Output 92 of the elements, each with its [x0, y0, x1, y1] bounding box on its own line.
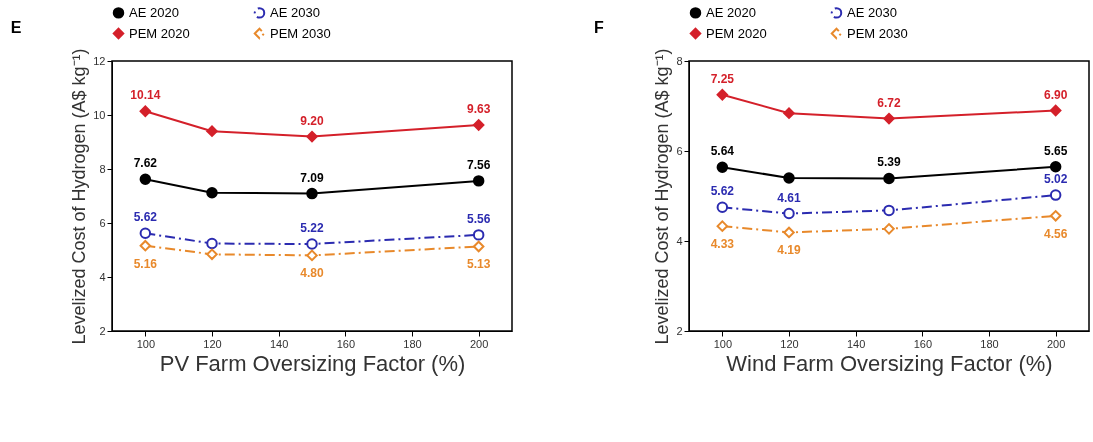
data-label: 5.16: [133, 256, 158, 271]
point: [139, 227, 152, 239]
data-label: 4.56: [1043, 226, 1068, 241]
data-label: 7.25: [710, 71, 735, 86]
point: [306, 130, 318, 143]
point: [472, 175, 485, 187]
data-label: 5.39: [877, 155, 901, 170]
x-tick-label: 160: [913, 337, 933, 350]
data-label: 5.56: [466, 211, 491, 226]
data-label: 9.20: [300, 113, 324, 128]
y-tick-label: 12: [93, 54, 106, 67]
legend-label: PEM 2030: [847, 25, 908, 41]
point: [139, 173, 152, 185]
data-label: 7.62: [133, 156, 158, 171]
legend-label: AE 2030: [847, 4, 897, 20]
point: [883, 204, 895, 217]
point: [139, 239, 152, 252]
data-label: 9.63: [466, 101, 491, 116]
x-tick-label: 120: [203, 337, 222, 350]
point: [783, 207, 795, 220]
point: [306, 238, 318, 250]
point: [472, 240, 485, 253]
point: [206, 237, 218, 250]
x-axis-title: PV Farm Oversizing Factor (%): [159, 350, 466, 376]
y-tick-label: 2: [99, 324, 106, 337]
data-label: 6.72: [877, 95, 901, 110]
point: [883, 112, 895, 125]
x-tick-label: 100: [136, 337, 156, 350]
data-label: 4.19: [777, 243, 801, 258]
data-label: 6.90: [1043, 87, 1068, 102]
point: [1049, 189, 1062, 201]
point: [306, 187, 318, 200]
legend-label: PEM 2020: [706, 25, 767, 41]
point: [883, 172, 895, 185]
data-label: 5.64: [710, 144, 735, 159]
legend-label: AE 2020: [129, 4, 179, 20]
x-tick-label: 200: [1046, 337, 1066, 350]
point: [472, 119, 485, 131]
point: [783, 226, 795, 239]
point: [206, 187, 218, 199]
data-label: 7.09: [300, 170, 324, 185]
annotation: 5.62: [710, 184, 735, 199]
x-tick-label: 120: [780, 337, 799, 350]
x-tick-label: 140: [846, 337, 866, 350]
legend-label: PEM 2020: [129, 25, 190, 41]
data-label: 5.13: [466, 257, 491, 272]
x-tick-label: 140: [269, 337, 289, 350]
y-tick-label: 4: [99, 270, 106, 283]
point: [883, 223, 895, 235]
y-tick-label: 10: [93, 108, 106, 121]
data-label: 5.65: [1043, 143, 1068, 158]
point: [1049, 161, 1062, 173]
point: [783, 172, 795, 184]
data-label: 5.22: [300, 221, 324, 236]
data-label: 5.62: [133, 210, 158, 225]
point: [716, 220, 729, 232]
x-tick-label: 180: [403, 337, 422, 350]
y-axis-title: Levelized Cost of Hydrogen (A$ kg⁻¹): [652, 48, 673, 345]
point: [206, 125, 218, 137]
y-tick-label: 8: [99, 162, 106, 175]
x-tick-label: 180: [980, 337, 999, 350]
legend-label: PEM 2030: [270, 25, 331, 41]
data-label: 4.33: [710, 237, 735, 252]
point: [783, 107, 795, 119]
point: [206, 248, 218, 261]
y-tick-label: 2: [676, 324, 683, 337]
point: [716, 161, 729, 173]
y-tick-label: 4: [676, 234, 683, 247]
y-tick-label: 6: [99, 216, 106, 229]
data-label: 4.80: [300, 266, 324, 281]
data-label: 5.02: [1043, 172, 1068, 187]
y-axis-title: Levelized Cost of Hydrogen (A$ kg⁻¹): [69, 48, 90, 345]
data-label: 7.56: [466, 157, 491, 172]
x-tick-label: 100: [713, 337, 733, 350]
y-tick-label: 8: [676, 54, 683, 67]
y-tick-label: 6: [676, 144, 683, 157]
point: [139, 105, 152, 117]
point: [472, 229, 485, 241]
point: [716, 89, 729, 101]
point: [1049, 210, 1062, 222]
legend-label: AE 2020: [706, 4, 756, 20]
point: [306, 249, 318, 262]
x-axis-title: Wind Farm Oversizing Factor (%): [726, 350, 1053, 376]
legend-label: AE 2030: [270, 4, 320, 20]
point: [1049, 104, 1062, 117]
data-label: 10.14: [130, 88, 161, 103]
data-label: 4.61: [777, 190, 801, 205]
point: [716, 201, 729, 213]
x-tick-label: 200: [469, 337, 489, 350]
x-tick-label: 160: [336, 337, 356, 350]
chart-title: F: [593, 19, 604, 36]
chart-title: E: [10, 19, 22, 36]
